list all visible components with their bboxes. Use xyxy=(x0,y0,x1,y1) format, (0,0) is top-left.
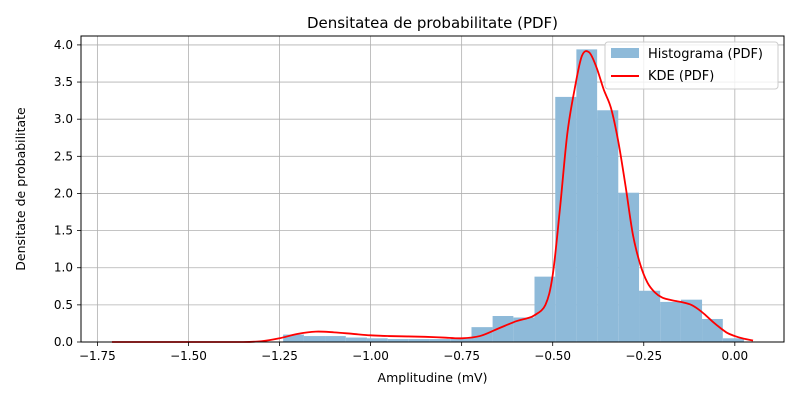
legend-swatch-histogram xyxy=(611,48,639,58)
axis-ticks: −1.75 −1.50 −1.25 −1.00 −0.75 −0.50 −0.25 0.00 0… xyxy=(54,38,748,363)
histogram-bar xyxy=(303,336,326,342)
x-tick-label: −0.75 xyxy=(443,349,480,363)
histogram-bar xyxy=(618,192,640,342)
legend-label-kde: KDE (PDF) xyxy=(648,69,714,84)
histogram-bar xyxy=(283,334,304,342)
histogram-bar xyxy=(722,338,744,342)
y-tick-label: 1.0 xyxy=(54,261,73,275)
x-tick-label: −1.25 xyxy=(261,349,298,363)
x-tick-label: −1.00 xyxy=(352,349,389,363)
legend-label-histogram: Histograma (PDF) xyxy=(648,47,763,62)
histogram-bar xyxy=(534,276,556,342)
histogram-bar xyxy=(325,336,346,342)
histogram-bar xyxy=(680,299,703,342)
histogram-bar xyxy=(429,339,451,342)
legend: Histograma (PDF) KDE (PDF) xyxy=(604,41,779,90)
y-tick-label: 1.5 xyxy=(54,224,73,238)
histogram-bar xyxy=(492,316,514,342)
kde-line xyxy=(111,50,754,343)
histogram-bar xyxy=(597,110,619,342)
histogram-bar xyxy=(555,96,577,342)
y-tick-label: 4.0 xyxy=(54,38,73,52)
kde-line-layer xyxy=(111,50,754,343)
histogram-bar xyxy=(387,339,409,342)
histogram-bar xyxy=(513,317,535,342)
x-axis-label: Amplitudine (mV) xyxy=(378,370,488,385)
histogram-bar xyxy=(576,49,598,343)
histogram-bar xyxy=(450,337,472,342)
y-tick-label: 3.5 xyxy=(54,75,73,89)
histogram-bar xyxy=(408,339,430,342)
histogram-bar xyxy=(366,338,388,342)
x-tick-label: −1.75 xyxy=(79,349,116,363)
histogram-bar xyxy=(345,337,367,342)
histogram-bar xyxy=(639,290,661,342)
chart-title: Densitatea de probabilitate (PDF) xyxy=(307,14,558,32)
histogram-bar xyxy=(660,301,681,342)
x-tick-label: 0.00 xyxy=(721,349,748,363)
x-tick-label: −1.50 xyxy=(170,349,207,363)
y-tick-label: 2.0 xyxy=(54,186,73,200)
y-tick-label: 2.5 xyxy=(54,149,73,163)
legend-box xyxy=(604,41,779,90)
plot-frame xyxy=(80,35,785,343)
y-tick-label: 0.5 xyxy=(54,298,73,312)
x-tick-label: −0.25 xyxy=(625,349,662,363)
y-axis-label: Densitate de probabilitate xyxy=(13,107,28,271)
y-tick-label: 3.0 xyxy=(54,112,73,126)
x-tick-label: −0.50 xyxy=(534,349,571,363)
y-tick-label: 0.0 xyxy=(54,335,73,349)
